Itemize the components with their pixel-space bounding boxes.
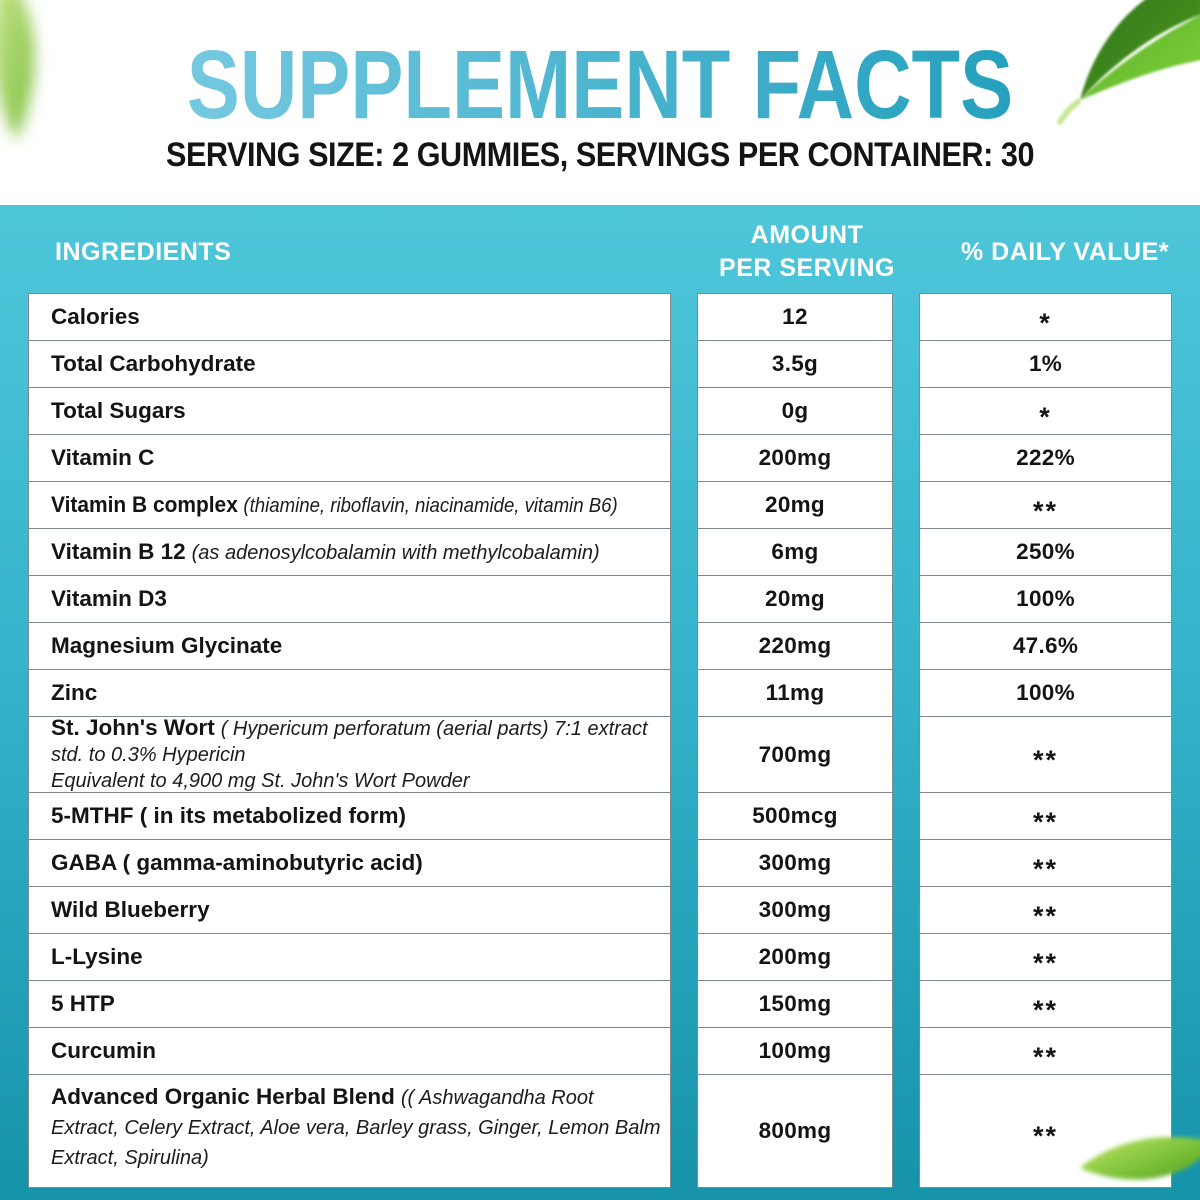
daily-value-cell: 250% <box>919 528 1172 577</box>
ingredient-cell: Vitamin B 12 (as adenosylcobalamin with m… <box>28 528 671 577</box>
daily-value-cell: * <box>919 293 1172 342</box>
amount-cell: 20mg <box>697 575 893 624</box>
ingredient-cell: Zinc <box>28 669 671 718</box>
daily-value-cell: ** <box>919 481 1172 530</box>
ingredient-cell: Vitamin D3 <box>28 575 671 624</box>
serving-info: SERVING SIZE: 2 GUMMIES, SERVINGS PER CO… <box>165 136 1035 174</box>
ingredient-cell: Magnesium Glycinate <box>28 622 671 671</box>
daily-value-cell: * <box>919 387 1172 436</box>
ingredient-cell: GABA ( gamma-aminobutyric acid) <box>28 839 671 888</box>
ingredient-cell: 5-MTHF ( in its metabolized form) <box>28 792 671 841</box>
ingredient-cell: L-Lysine <box>28 933 671 982</box>
daily-value-cell: ** <box>919 1074 1172 1188</box>
amount-cell: 3.5g <box>697 340 893 389</box>
daily-value-cell: 222% <box>919 434 1172 483</box>
column-header-ingredients: INGREDIENTS <box>55 238 232 266</box>
ingredient-cell: Wild Blueberry <box>28 886 671 935</box>
daily-value-column: * 1% * 222% ** 250% 100% 47.6% 100% ** *… <box>919 293 1172 1188</box>
ingredient-cell: Total Sugars <box>28 387 671 436</box>
column-header-amount-line2: PER SERVING <box>719 254 895 282</box>
column-header-amount-line1: AMOUNT <box>750 221 864 249</box>
column-header-daily-value: % DAILY VALUE* <box>961 238 1169 266</box>
column-header-amount: AMOUNT PER SERVING <box>672 219 942 285</box>
ingredient-cell: Total Carbohydrate <box>28 340 671 389</box>
daily-value-cell: ** <box>919 980 1172 1029</box>
amount-cell: 200mg <box>697 933 893 982</box>
amount-cell: 100mg <box>697 1027 893 1076</box>
daily-value-cell: ** <box>919 1027 1172 1076</box>
facts-table: INGREDIENTS AMOUNT PER SERVING % DAILY V… <box>0 205 1200 1200</box>
daily-value-cell: ** <box>919 792 1172 841</box>
amount-cell: 0g <box>697 387 893 436</box>
ingredient-cell: St. John's Wort( Hypericum perforatum (a… <box>28 716 671 794</box>
amount-cell: 12 <box>697 293 893 342</box>
daily-value-cell: ** <box>919 716 1172 794</box>
amount-cell: 300mg <box>697 839 893 888</box>
amount-cell: 200mg <box>697 434 893 483</box>
amount-cell: 6mg <box>697 528 893 577</box>
daily-value-cell: ** <box>919 886 1172 935</box>
amount-cell: 11mg <box>697 669 893 718</box>
ingredient-cell: Curcumin <box>28 1027 671 1076</box>
daily-value-cell: ** <box>919 839 1172 888</box>
amount-cell: 20mg <box>697 481 893 530</box>
ingredient-cell: Vitamin B complex (thiamine, riboflavin, … <box>28 481 671 530</box>
daily-value-cell: 47.6% <box>919 622 1172 671</box>
amount-cell: 300mg <box>697 886 893 935</box>
amount-cell: 150mg <box>697 980 893 1029</box>
ingredients-column: Calories Total Carbohydrate Total Sugars… <box>28 293 671 1188</box>
daily-value-cell: ** <box>919 933 1172 982</box>
daily-value-cell: 100% <box>919 575 1172 624</box>
ingredient-cell: 5 HTP <box>28 980 671 1029</box>
leaf-top-left-icon <box>0 0 35 141</box>
ingredient-cell: Calories <box>28 293 671 342</box>
daily-value-cell: 1% <box>919 340 1172 389</box>
amount-cell: 500mcg <box>697 792 893 841</box>
amount-column: 12 3.5g 0g 200mg 20mg 6mg 20mg 220mg 11m… <box>697 293 893 1188</box>
ingredient-cell: Vitamin C <box>28 434 671 483</box>
page-title: SUPPLEMENT FACTS <box>108 36 1092 133</box>
ingredient-cell: Advanced Organic Herbal Blend(( Ashwagan… <box>28 1074 671 1188</box>
amount-cell: 800mg <box>697 1074 893 1188</box>
amount-cell: 220mg <box>697 622 893 671</box>
daily-value-cell: 100% <box>919 669 1172 718</box>
amount-cell: 700mg <box>697 716 893 794</box>
